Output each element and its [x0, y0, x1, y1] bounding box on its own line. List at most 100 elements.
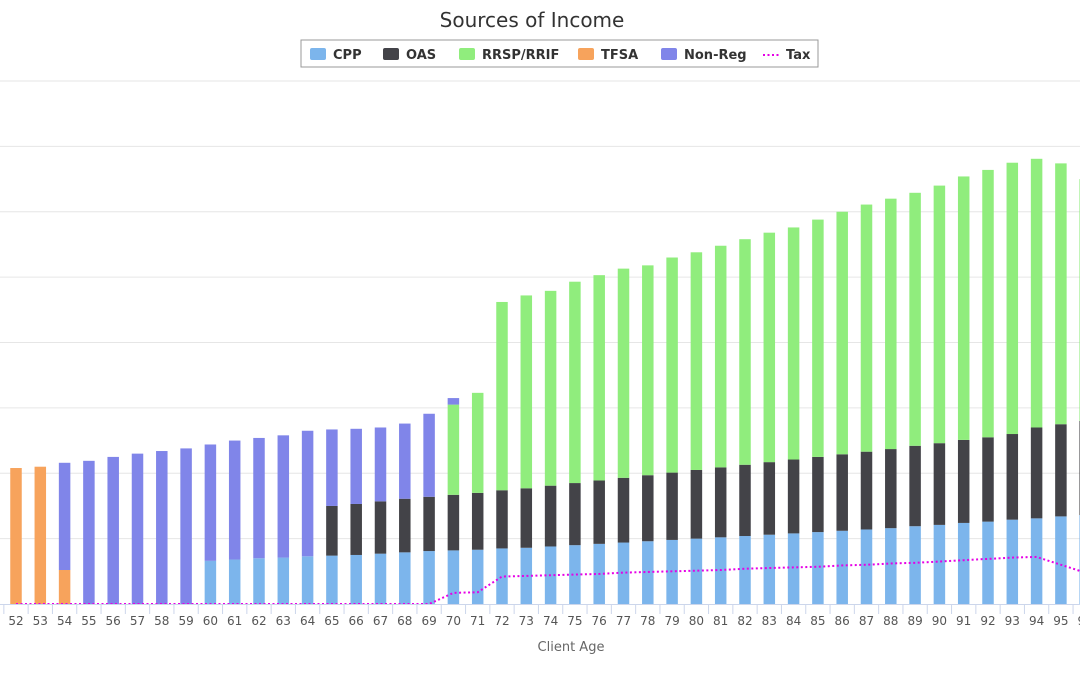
x-tick-label: 92 — [980, 614, 995, 628]
bar-oas — [1055, 424, 1067, 517]
bar-oas — [812, 456, 824, 533]
bar-non-reg — [374, 427, 387, 502]
bar-oas — [1030, 427, 1043, 519]
bar-rrsp-rrif — [957, 176, 970, 440]
bar-cpp — [301, 556, 314, 604]
bar-oas — [544, 485, 557, 547]
bar-oas — [714, 467, 727, 538]
bar-non-reg — [58, 462, 71, 571]
bar-cpp — [1055, 516, 1067, 604]
x-tick-label: 93 — [1005, 614, 1020, 628]
bar-non-reg — [131, 453, 144, 604]
bar-oas — [885, 449, 897, 529]
x-tick-label: 95 — [1053, 614, 1068, 628]
bar-rrsp-rrif — [812, 219, 824, 457]
x-axis: 52 53 54 55 56 57 58 59 60 61 62 63 64 65 66 67 68 69 70 71… — [0, 604, 1080, 628]
legend-label: OAS — [406, 48, 436, 63]
bar-cpp — [569, 545, 581, 604]
legend-item-rrsp-rrif[interactable]: RRSP/RRIF — [459, 48, 559, 63]
bar-cpp — [496, 548, 508, 604]
x-tick-label: 66 — [349, 614, 364, 628]
bar-rrsp-rrif — [569, 281, 581, 484]
bar-rrsp-rrif — [447, 404, 460, 495]
x-tick-label: 53 — [33, 614, 48, 628]
bar-cpp — [836, 530, 848, 604]
bar-cpp — [253, 558, 265, 604]
x-tick-label: 78 — [640, 614, 655, 628]
bar-cpp — [399, 552, 411, 604]
bar-rrsp-rrif — [787, 227, 800, 460]
x-tick-label: 84 — [786, 614, 801, 628]
bar-rrsp-rrif — [617, 268, 630, 478]
legend-label: TFSA — [601, 48, 638, 63]
bar-oas — [933, 443, 946, 525]
bar-oas — [763, 462, 776, 535]
x-tick-label: 71 — [470, 614, 485, 628]
bar-rrsp-rrif — [836, 211, 848, 455]
bar-cpp — [447, 550, 460, 604]
bar-cpp — [787, 533, 800, 604]
x-tick-label: 58 — [154, 614, 169, 628]
bar-cpp — [860, 529, 873, 604]
legend-item-tfsa[interactable]: TFSA — [578, 48, 638, 63]
bars — [10, 158, 1080, 604]
bar-cpp — [982, 521, 994, 604]
series-line-tax — [16, 555, 1080, 605]
x-tick-label: 87 — [859, 614, 874, 628]
bar-non-reg — [277, 435, 290, 558]
legend-label: Tax — [786, 48, 811, 63]
bar-oas — [593, 480, 605, 544]
legend-label: Non-Reg — [684, 48, 747, 63]
bar-cpp — [739, 536, 751, 604]
legend-item-non-reg[interactable]: Non-Reg — [661, 48, 747, 63]
legend-item-cpp[interactable]: CPP — [310, 48, 362, 63]
bar-rrsp-rrif — [496, 301, 508, 491]
x-tick-label: 68 — [397, 614, 412, 628]
legend-swatch — [578, 48, 594, 60]
bar-cpp — [471, 549, 484, 604]
x-tick-label: 64 — [300, 614, 315, 628]
bar-rrsp-rrif — [1006, 162, 1019, 435]
x-tick-label: 72 — [494, 614, 509, 628]
x-tick-label: 75 — [567, 614, 582, 628]
bar-non-reg — [228, 440, 241, 560]
bar-cpp — [423, 551, 435, 604]
legend-label: RRSP/RRIF — [482, 48, 559, 63]
bar-cpp — [1030, 518, 1043, 604]
bar-non-reg — [423, 413, 435, 497]
legend-label: CPP — [333, 48, 362, 63]
x-tick-label: 56 — [106, 614, 121, 628]
bar-cpp — [763, 534, 776, 604]
x-tick-label: 76 — [592, 614, 607, 628]
x-tick-label: 60 — [203, 614, 218, 628]
legend-item-tax[interactable]: Tax — [763, 48, 811, 63]
bar-rrsp-rrif — [642, 265, 654, 476]
bar-oas — [520, 488, 533, 548]
bar-tfsa — [58, 570, 71, 604]
legend-swatch — [459, 48, 475, 60]
x-tick-label: 52 — [8, 614, 23, 628]
bar-oas — [569, 483, 581, 546]
bar-oas — [666, 472, 678, 540]
bar-non-reg — [180, 448, 192, 604]
bar-cpp — [690, 538, 703, 604]
x-tick-label: 59 — [178, 614, 193, 628]
bar-rrsp-rrif — [666, 257, 678, 473]
x-tick-label: 55 — [81, 614, 96, 628]
legend-item-oas[interactable]: OAS — [383, 48, 436, 63]
bar-cpp — [277, 557, 290, 604]
x-tick-label: 89 — [907, 614, 922, 628]
legend-swatch — [661, 48, 677, 60]
x-tick-label: 96 — [1078, 614, 1080, 628]
bar-oas — [836, 454, 848, 531]
bar-non-reg — [447, 398, 460, 405]
bar-oas — [350, 503, 362, 555]
bar-rrsp-rrif — [714, 245, 727, 468]
bar-oas — [374, 501, 387, 554]
bar-cpp — [617, 542, 630, 604]
bar-cpp — [909, 526, 921, 604]
bar-rrsp-rrif — [593, 275, 605, 481]
bar-non-reg — [350, 428, 362, 504]
legend-swatch — [310, 48, 326, 60]
bar-rrsp-rrif — [933, 185, 946, 444]
